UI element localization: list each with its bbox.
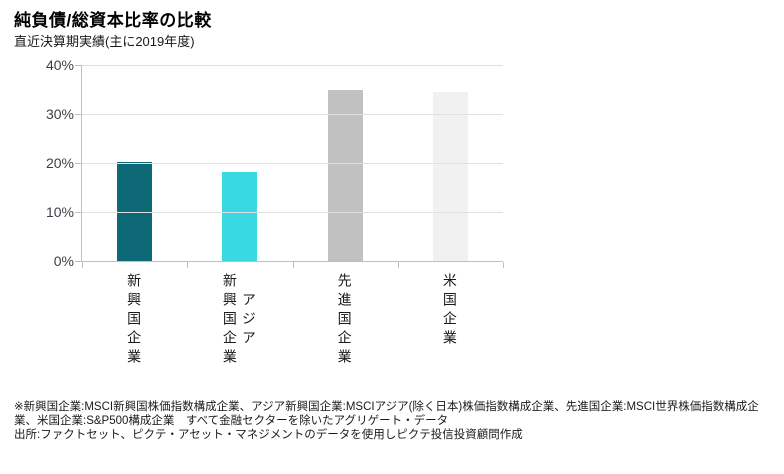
y-axis-tick-0 [75, 261, 81, 262]
plot-area [75, 65, 504, 268]
x-axis-tick-2 [292, 262, 294, 268]
y-axis-tick-30 [75, 114, 81, 115]
bar-slot-0 [82, 65, 187, 261]
bar-米国企業 [432, 92, 468, 261]
footnote-line-1: ※新興国企業:MSCI新興国株価指数構成企業、アジア新興国企業:MSCIアジア(… [14, 401, 759, 413]
x-axis-category-label-先進国企業: 先進国企業 [336, 273, 353, 368]
chart-subtitle: 直近決算期実績(主に2019年度) [14, 34, 195, 49]
footnote-line-2: 業、米国企業:S&P500構成企業 すべて金融セクターを除いたアグリゲート・デー… [14, 415, 449, 427]
y-axis-label-40: 40% [45, 57, 74, 73]
x-axis-category-label-アジア新興国企業: アジア 新興国企業 [221, 273, 257, 368]
bar-先進国企業 [327, 89, 363, 261]
bar-slot-2 [293, 65, 398, 261]
bar-slot-1 [187, 65, 292, 261]
x-axis-category-label-米国企業: 米国企業 [441, 273, 458, 349]
bar-新興国企業 [117, 161, 153, 261]
gridline-30 [82, 114, 503, 115]
x-axis-tick-1 [187, 262, 189, 268]
bar-アジア新興国企業 [222, 171, 258, 261]
y-axis-tick-20 [75, 163, 81, 164]
x-axis-tick-4 [503, 262, 504, 268]
gridline-20 [82, 163, 503, 164]
y-axis-label-0: 0% [53, 253, 74, 269]
gridline-10 [82, 212, 503, 213]
bars-layer [82, 65, 503, 261]
y-axis-tick-10 [75, 212, 81, 213]
footnote-line-3: 出所:ファクトセット、ピクテ・アセット・マネジメントのデータを使用しピクテ投信投… [14, 429, 523, 441]
chart-title: 純負債/総資本比率の比較 [14, 11, 212, 30]
footnote: ※新興国企業:MSCI新興国株価指数構成企業、アジア新興国企業:MSCIアジア(… [14, 400, 776, 442]
gridline-40 [82, 65, 503, 66]
x-axis-tick-3 [397, 262, 399, 268]
y-axis-label-30: 30% [45, 106, 74, 122]
y-axis-tick-40 [75, 65, 81, 66]
y-axis-label-10: 10% [45, 204, 74, 220]
x-axis-category-label-新興国企業: 新興国企業 [126, 273, 143, 368]
x-axis-tick-0 [82, 262, 83, 268]
x-axis-category-labels: 新興国企業 アジア 新興国企業 先進国企業 米国企業 [81, 273, 502, 398]
bar-slot-3 [398, 65, 503, 261]
y-axis-label-20: 20% [45, 155, 74, 171]
